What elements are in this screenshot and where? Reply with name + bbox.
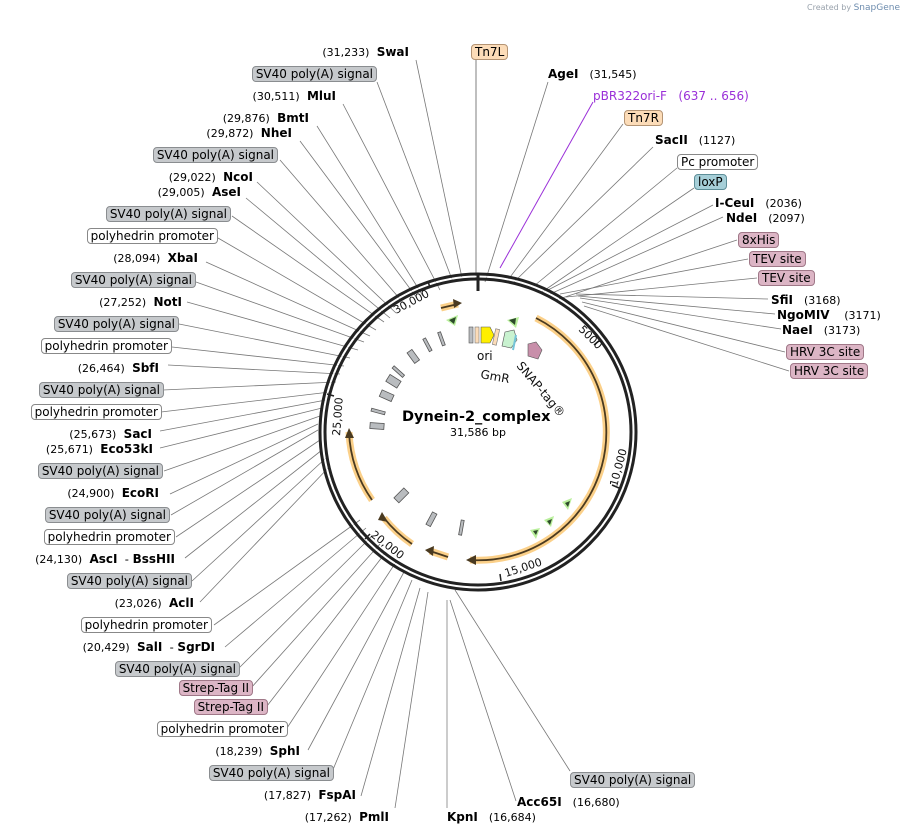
feature-tev-site-1[interactable]: TEV site [749,251,806,267]
enzyme-ngomiv[interactable]: NgoMIV (3171) [777,308,881,322]
left-leader-lines [159,59,463,809]
feature-sv40-polya-9[interactable]: SV40 poly(A) signal [66,573,192,589]
gmr-label: GmR [479,367,510,386]
feature-polyhedrin-promoter-5[interactable]: polyhedrin promoter [80,617,212,633]
enzyme-sfii[interactable]: SfiI (3168) [771,293,841,307]
primer-label[interactable]: pBR322ori-F (637 .. 656) [593,89,749,103]
ruler-ticks [326,280,620,582]
feature-polyhedrin-promoter-4[interactable]: polyhedrin promoter [43,529,175,545]
enzyme-eco53ki[interactable]: (25,671) Eco53kI [45,442,153,456]
primer-name: pBR322ori-F [593,89,667,103]
orf-arrowheads [345,299,476,565]
feature-polyhedrin-promoter-1[interactable]: polyhedrin promoter [86,228,218,244]
enzyme-nhei[interactable]: (29,872) NheI [206,126,292,140]
enzyme-swai[interactable]: (31,233) SwaI [322,45,409,59]
feature-sv40-polya-11[interactable]: SV40 poly(A) signal [208,765,334,781]
enzyme-sacii[interactable]: SacII (1127) [655,133,736,147]
feature-polyhedrin-promoter-6[interactable]: polyhedrin promoter [156,721,288,737]
enzyme-acli[interactable]: (23,026) AclI [114,596,194,610]
enzyme-ncoi[interactable]: (29,022) NcoI [168,170,253,184]
tick-label-25000: 25,000 [330,397,346,436]
enzyme-pmli[interactable]: (17,262) PmlI [304,810,389,824]
primer-range: (637 .. 656) [678,89,749,103]
enzyme-acc65i[interactable]: Acc65I (16,680) [517,795,620,809]
feature-bars [369,331,465,536]
label-leader-lines [446,60,790,808]
enzyme-xbai[interactable]: (28,094) XbaI [113,251,198,265]
enzyme-noti[interactable]: (27,252) NotI [99,295,182,309]
enzyme-kpni[interactable]: KpnI (16,684) [447,810,536,824]
feature-pc-promoter[interactable]: Pc promoter [677,154,759,170]
feature-sv40-polya-7[interactable]: SV40 poly(A) signal [37,463,163,479]
feature-8xhis[interactable]: 8xHis [738,232,780,248]
feature-sv40-polya-5[interactable]: SV40 poly(A) signal [53,316,179,332]
feature-sv40-polya-4[interactable]: SV40 poly(A) signal [70,272,196,288]
feature-hrv-3c-site-1[interactable]: HRV 3C site [786,344,865,360]
feature-tn7l[interactable]: Tn7L [471,44,509,60]
feature-polyhedrin-promoter-3[interactable]: polyhedrin promoter [30,404,162,420]
feature-strep-tag-ii-1[interactable]: Strep-Tag II [178,680,253,696]
enzyme-sali-sgrdi[interactable]: (20,429) SalI - SgrDI [82,640,215,654]
enzyme-asei[interactable]: (29,005) AseI [157,185,241,199]
enzyme-fspai[interactable]: (17,827) FspAI [263,788,356,802]
snapgene-credit: Created by SnapGene [807,3,900,13]
enzyme-sphi[interactable]: (18,239) SphI [215,744,300,758]
feature-sv40-polya-1[interactable]: SV40 poly(A) signal [251,66,377,82]
enzyme-ndei[interactable]: NdeI (2097) [726,211,805,225]
feature-sv40-polya-2[interactable]: SV40 poly(A) signal [152,147,278,163]
feature-sv40-polya-3[interactable]: SV40 poly(A) signal [105,206,231,222]
enzyme-sbfi[interactable]: (26,464) SbfI [77,361,159,375]
feature-tev-site-2[interactable]: TEV site [758,270,815,286]
tick-label-5000: 5000 [576,323,605,352]
feature-sv40-polya-6[interactable]: SV40 poly(A) signal [38,382,164,398]
feature-strep-tag-ii-2[interactable]: Strep-Tag II [193,699,268,715]
promoter-triangles [446,315,572,539]
enzyme-mlui[interactable]: (30,511) MluI [252,89,336,103]
feature-tn7r[interactable]: Tn7R [624,110,663,126]
plasmid-length: 31,586 bp [450,426,506,439]
feature-polyhedrin-promoter-2[interactable]: polyhedrin promoter [40,338,172,354]
feature-sv40-polya-bottom[interactable]: SV40 poly(A) signal [570,772,696,788]
enzyme-asci-bsshii[interactable]: (24,130) AscI - BssHII [35,552,175,566]
feature-loxp[interactable]: loxP [694,174,727,190]
inner-features [468,326,543,360]
enzyme-saci[interactable]: (25,673) SacI [69,427,152,441]
enzyme-ecori[interactable]: (24,900) EcoRI [67,486,159,500]
ori-label: ori [477,349,493,363]
feature-hrv-3c-site-2[interactable]: HRV 3C site [790,363,869,379]
enzyme-bmti[interactable]: (29,876) BmtI [222,111,309,125]
enzyme-naei[interactable]: NaeI (3173) [782,323,861,337]
enzyme-agei[interactable]: AgeI (31,545) [548,67,637,81]
plasmid-name: Dynein-2_complex [402,409,551,425]
feature-sv40-polya-10[interactable]: SV40 poly(A) signal [114,661,240,677]
feature-sv40-polya-8[interactable]: SV40 poly(A) signal [44,507,170,523]
primer-leader-line [499,101,594,269]
enzyme-i-ceui[interactable]: I-CeuI (2036) [715,196,802,210]
